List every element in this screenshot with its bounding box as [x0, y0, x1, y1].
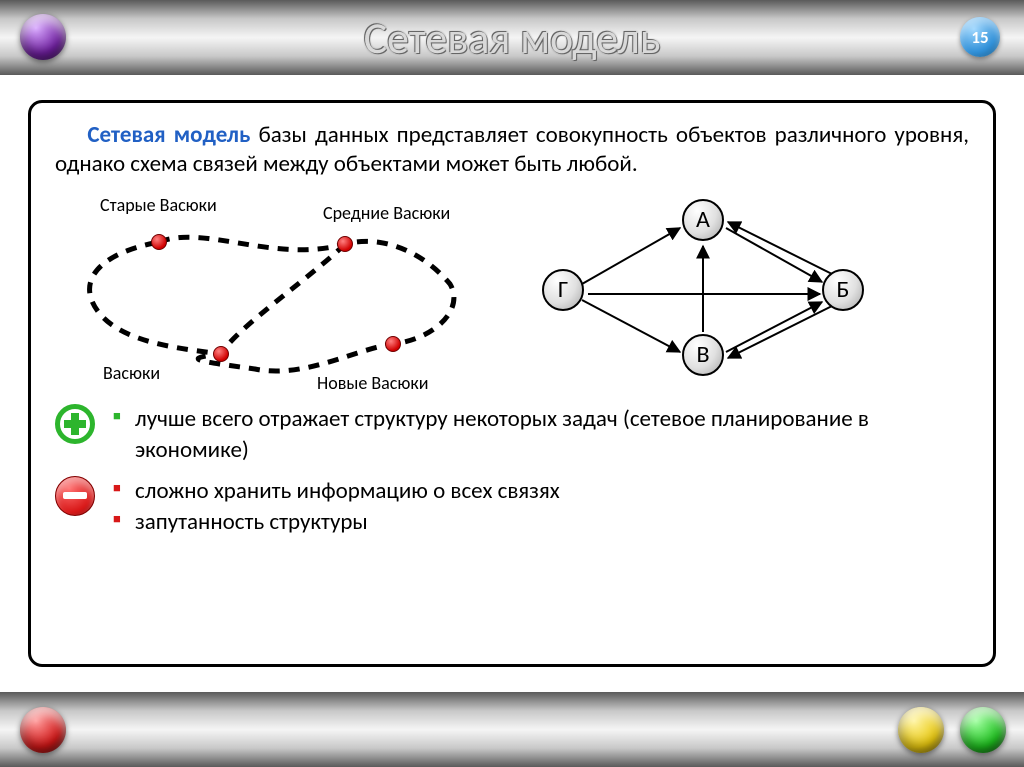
orb-red-icon[interactable] [20, 707, 66, 753]
plus-icon [55, 404, 95, 444]
map-dot-icon [213, 346, 229, 362]
bottom-bar [0, 692, 1024, 767]
diagrams-row: Старые Васюки Средние Васюки Васюки Новые В… [55, 194, 969, 394]
slide-number-badge: 15 [960, 17, 1000, 57]
con-item: запутанность структуры [113, 507, 560, 538]
pro-item: лучше всего отражает структуру некоторых… [113, 404, 969, 466]
graph-node: А [682, 199, 724, 241]
map-label: Средние Васюки [323, 202, 450, 224]
map-label: Васюки [103, 362, 160, 384]
orb-purple-icon [20, 14, 66, 60]
pros-list: лучше всего отражает структуру некоторых… [113, 404, 969, 466]
description-lead: Сетевая модель [87, 121, 250, 149]
minus-icon [55, 476, 95, 516]
bullets-section: лучше всего отражает структуру некоторых… [55, 404, 969, 538]
map-dot-icon [337, 236, 353, 252]
description-text: Сетевая модель базы данных представляет … [55, 121, 969, 180]
con-item: сложно хранить информацию о всех связях [113, 476, 560, 507]
slide-title: Сетевая модель [364, 11, 661, 65]
graph-diagram: А Б В Г [532, 194, 969, 394]
cons-row: сложно хранить информацию о всех связяхз… [55, 476, 969, 538]
orb-green-icon[interactable] [960, 707, 1006, 753]
map-dot-icon [151, 234, 167, 250]
cons-list: сложно хранить информацию о всех связяхз… [113, 476, 560, 538]
orb-yellow-icon[interactable] [898, 707, 944, 753]
title-bar: Сетевая модель 15 [0, 0, 1024, 75]
pros-row: лучше всего отражает структуру некоторых… [55, 404, 969, 466]
map-label: Новые Васюки [317, 372, 428, 394]
graph-node: В [682, 334, 724, 376]
graph-node: Г [542, 269, 584, 311]
content-panel: Сетевая модель базы данных представляет … [28, 100, 996, 667]
map-diagram: Старые Васюки Средние Васюки Васюки Новые В… [55, 194, 492, 394]
graph-node: Б [822, 269, 864, 311]
map-dot-icon [385, 336, 401, 352]
map-label: Старые Васюки [100, 194, 217, 216]
